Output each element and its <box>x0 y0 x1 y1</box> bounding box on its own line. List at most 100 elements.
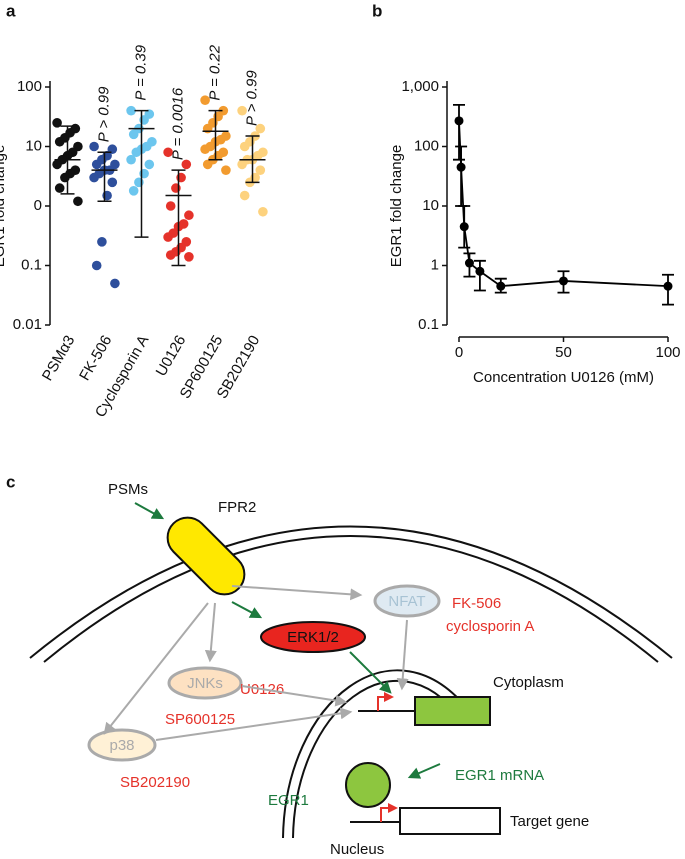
panel-label: c <box>6 472 15 491</box>
annotation: P = 0.0016 <box>169 87 186 160</box>
promoter <box>377 692 394 711</box>
data-point <box>255 165 266 175</box>
protein <box>345 762 391 808</box>
nuclear-membrane <box>292 679 461 839</box>
data-point <box>221 165 231 175</box>
data-point <box>456 162 466 172</box>
arrow <box>407 763 441 779</box>
x-axis-label: Concentration U0126 (mM) <box>473 369 654 386</box>
data-point <box>128 186 139 196</box>
data-point <box>454 116 464 126</box>
pathway-diagram: c PSMs FPR2 NFAT FK-506 cyclosporin A ER… <box>6 472 673 858</box>
annotation: P > 0.99 <box>243 70 260 126</box>
node <box>260 621 366 653</box>
data-point <box>475 266 485 276</box>
data-point <box>163 232 173 242</box>
data-point <box>97 237 107 247</box>
data-point <box>559 276 568 286</box>
arrow <box>349 651 392 694</box>
x-tick-label: 0 <box>455 344 463 361</box>
data-point <box>165 201 176 211</box>
node <box>87 728 157 762</box>
data-point <box>128 129 139 140</box>
arrow <box>155 707 353 741</box>
label: SP600125 <box>165 711 235 728</box>
annotation: P = 0.39 <box>132 44 149 100</box>
annotation: P = 0.22 <box>206 44 223 100</box>
annotation: P > 0.99 <box>95 86 112 142</box>
data-point <box>102 190 112 201</box>
data-point <box>110 278 120 289</box>
node <box>373 584 441 618</box>
label: p38 <box>109 737 134 754</box>
data-point <box>663 281 673 291</box>
gene <box>414 696 491 726</box>
data-point <box>91 159 102 170</box>
data-point <box>258 206 268 217</box>
arrow <box>396 619 409 691</box>
data-point <box>60 172 70 183</box>
data-point <box>54 183 65 193</box>
data-point <box>200 95 210 105</box>
data-point <box>89 172 99 183</box>
promoter <box>380 803 398 822</box>
data-point <box>496 281 506 291</box>
label: FK-506 <box>452 595 501 612</box>
label: FPR2 <box>218 499 256 516</box>
y-tick-label: 100 <box>414 137 439 154</box>
data-point <box>126 154 136 165</box>
data-point <box>200 144 210 155</box>
error-bar <box>97 151 112 203</box>
data-point <box>202 159 213 170</box>
arrow <box>204 602 217 663</box>
data-point <box>139 115 149 125</box>
data-point <box>239 141 250 152</box>
data-point <box>176 172 186 183</box>
y-tick-label: 1,000 <box>401 78 439 95</box>
x-tick-label: U0126 <box>153 332 190 379</box>
data-point <box>139 168 149 179</box>
label: Cytoplasm <box>493 674 564 691</box>
data-point <box>54 136 65 147</box>
data-point <box>163 147 173 158</box>
data-point <box>237 159 247 170</box>
data-point <box>144 159 155 170</box>
x-tick-label: FK-506 <box>76 332 115 383</box>
data-point <box>237 105 247 116</box>
error-bar <box>455 145 468 207</box>
error-bar <box>208 109 223 161</box>
data-point <box>73 196 83 207</box>
label: EGR1 <box>268 792 309 809</box>
y-tick-label: 0.1 <box>418 316 439 333</box>
label: PSMs <box>108 481 148 498</box>
label: Target gene <box>510 813 589 830</box>
x-tick-label: 100 <box>655 344 680 361</box>
data-point <box>184 252 194 262</box>
data-point <box>131 147 142 158</box>
y-tick-label: 10 <box>25 137 42 154</box>
gene <box>399 807 501 835</box>
y-tick-label: 100 <box>17 78 42 95</box>
arrow <box>134 502 165 520</box>
y-tick-label: 10 <box>422 197 439 214</box>
nuclear-membrane <box>282 669 471 839</box>
data-point <box>464 258 474 268</box>
y-tick-label: 0 <box>34 197 42 214</box>
data-point <box>171 183 181 193</box>
panel-label: b <box>372 1 382 20</box>
label: EGR1 mRNA <box>455 767 544 784</box>
x-tick-label: PSMα3 <box>39 332 78 383</box>
y-tick-label: 0.1 <box>21 256 42 273</box>
error-bar <box>171 169 186 267</box>
arrow <box>241 685 348 707</box>
data-point <box>184 210 194 221</box>
data-point <box>89 141 99 152</box>
cell-membrane <box>43 535 659 663</box>
data-point <box>52 159 62 170</box>
data-point <box>134 177 144 188</box>
label: SB202190 <box>120 774 190 791</box>
label: NFAT <box>388 593 425 610</box>
error-bar <box>134 109 149 238</box>
label: ERK1/2 <box>287 629 339 646</box>
